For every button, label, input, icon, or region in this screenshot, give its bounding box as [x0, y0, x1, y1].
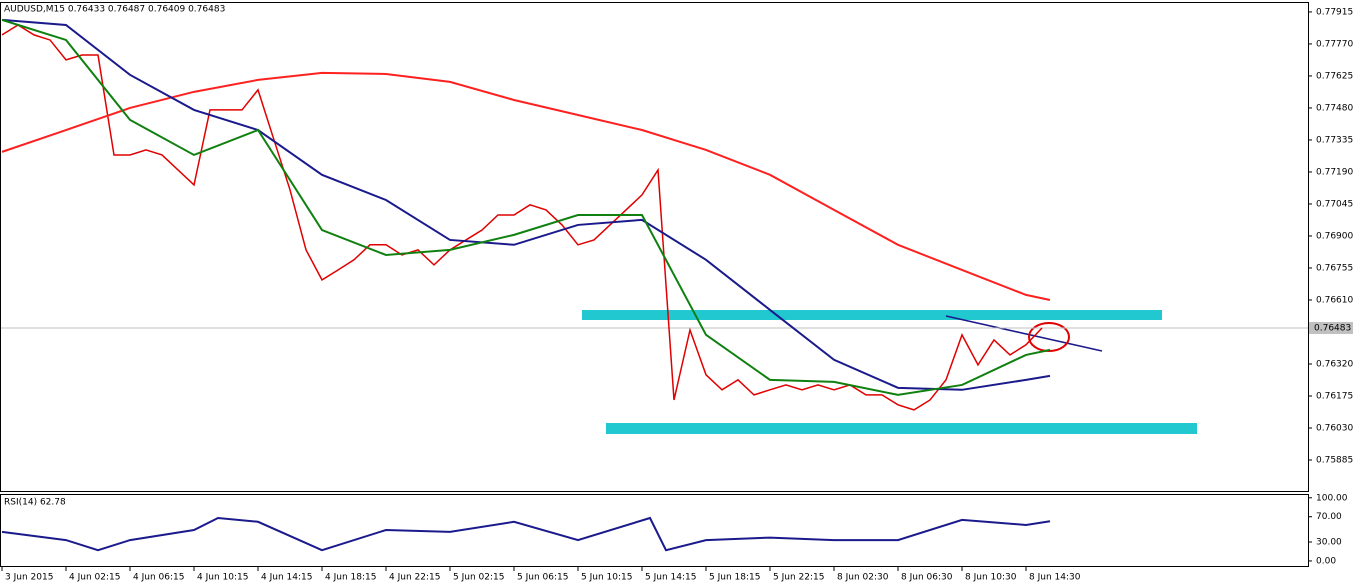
y-tick-label: 70.00: [1316, 512, 1342, 522]
series-line: [1, 71, 1051, 301]
y-tick-label: 0.77770: [1316, 39, 1353, 49]
x-tick-label: 5 Jun 14:15: [645, 573, 696, 583]
y-tick-label: 30.00: [1316, 538, 1342, 548]
y-tick-label: 0.76320: [1316, 359, 1353, 369]
x-tick-label: 3 Jun 2015: [5, 573, 53, 583]
y-tick-label: 0.77045: [1316, 199, 1353, 209]
series-line: [1, 18, 1051, 391]
x-tick-label: 8 Jun 14:30: [1029, 573, 1081, 583]
x-tick-label: 5 Jun 06:15: [517, 573, 568, 583]
series-line: [1, 18, 1051, 396]
price-tag-label: 0.76483: [1314, 324, 1351, 334]
x-tick-label: 4 Jun 18:15: [325, 573, 376, 583]
x-tick-label: 4 Jun 22:15: [389, 573, 440, 583]
trend-line: [945, 315, 1103, 352]
y-tick-label: 0.77190: [1316, 167, 1353, 177]
y-tick-label: 0.76030: [1316, 423, 1353, 433]
y-tick-label: 0.77335: [1316, 135, 1353, 145]
resistance-zone: [582, 310, 1162, 320]
main-frame: [0, 2, 1309, 492]
x-tick-label: 5 Jun 02:15: [453, 573, 504, 583]
rsi-frame: [0, 494, 1309, 567]
y-tick-label: 0.77480: [1316, 103, 1353, 113]
x-tick-label: 5 Jun 22:15: [773, 573, 824, 583]
support-zone: [606, 423, 1197, 434]
x-tick-label: 4 Jun 02:15: [69, 573, 120, 583]
y-tick-label: 0.76175: [1316, 391, 1353, 401]
y-tick-label: 100.00: [1316, 493, 1348, 503]
y-tick-label: 0.76610: [1316, 295, 1353, 305]
y-tick-label: 0.77915: [1316, 7, 1353, 17]
chart-title: AUDUSD,M15 0.76433 0.76487 0.76409 0.764…: [4, 5, 225, 15]
x-tick-label: 8 Jun 10:30: [965, 573, 1017, 583]
y-tick-label: 0.76755: [1316, 263, 1353, 273]
y-tick-label: 0.75885: [1316, 455, 1353, 465]
x-tick-label: 8 Jun 06:30: [901, 573, 953, 583]
rsi-title: RSI(14) 62.78: [4, 498, 66, 508]
x-tick-label: 5 Jun 10:15: [581, 573, 632, 583]
x-tick-label: 8 Jun 02:30: [837, 573, 889, 583]
series-line: [1, 516, 1051, 552]
y-tick-label: 0.76900: [1316, 231, 1353, 241]
x-tick-label: 4 Jun 10:15: [197, 573, 248, 583]
x-tick-label: 4 Jun 06:15: [133, 573, 184, 583]
price-tag: [1309, 322, 1353, 335]
y-tick-label: 0.00: [1316, 556, 1336, 566]
x-tick-label: 5 Jun 18:15: [709, 573, 760, 583]
x-tick-label: 4 Jun 14:15: [261, 573, 312, 583]
y-tick-label: 0.77625: [1316, 71, 1353, 81]
series-line: [1, 24, 1043, 411]
